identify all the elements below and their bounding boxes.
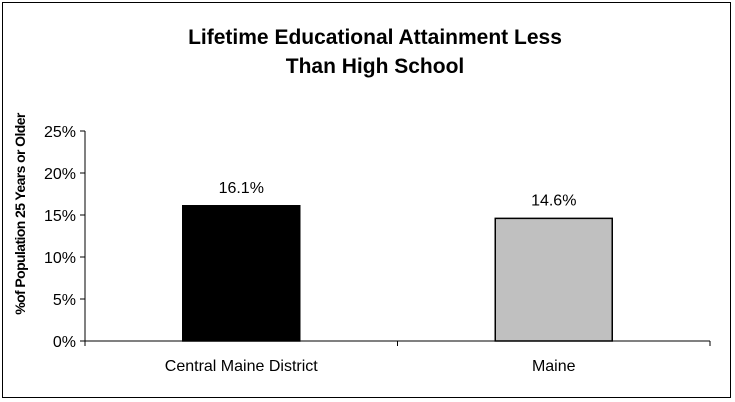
y-tick-label: 10% xyxy=(44,250,76,267)
bar-data-label: 14.6% xyxy=(531,192,576,209)
y-tick-label: 0% xyxy=(53,334,76,351)
y-tick-label: 25% xyxy=(44,124,76,141)
chart-title-line-2: Than High School xyxy=(286,55,465,78)
x-category-label: Maine xyxy=(532,358,576,375)
bar-data-label: 16.1% xyxy=(219,180,264,197)
y-tick-label: 5% xyxy=(53,292,76,309)
y-axis-label: %of Population 25 Years or Older xyxy=(12,112,28,315)
plot-area: 0% 5% 10% 15% 20% 25% 16.1% Central Maine Distr… xyxy=(44,124,710,375)
bar xyxy=(495,218,612,341)
y-tick-label: 20% xyxy=(44,166,76,183)
x-category-label: Central Maine District xyxy=(165,358,318,375)
y-tick-label: 15% xyxy=(44,208,76,225)
bar xyxy=(183,206,300,341)
chart-title-line-1: Lifetime Educational Attainment Less xyxy=(188,26,562,49)
